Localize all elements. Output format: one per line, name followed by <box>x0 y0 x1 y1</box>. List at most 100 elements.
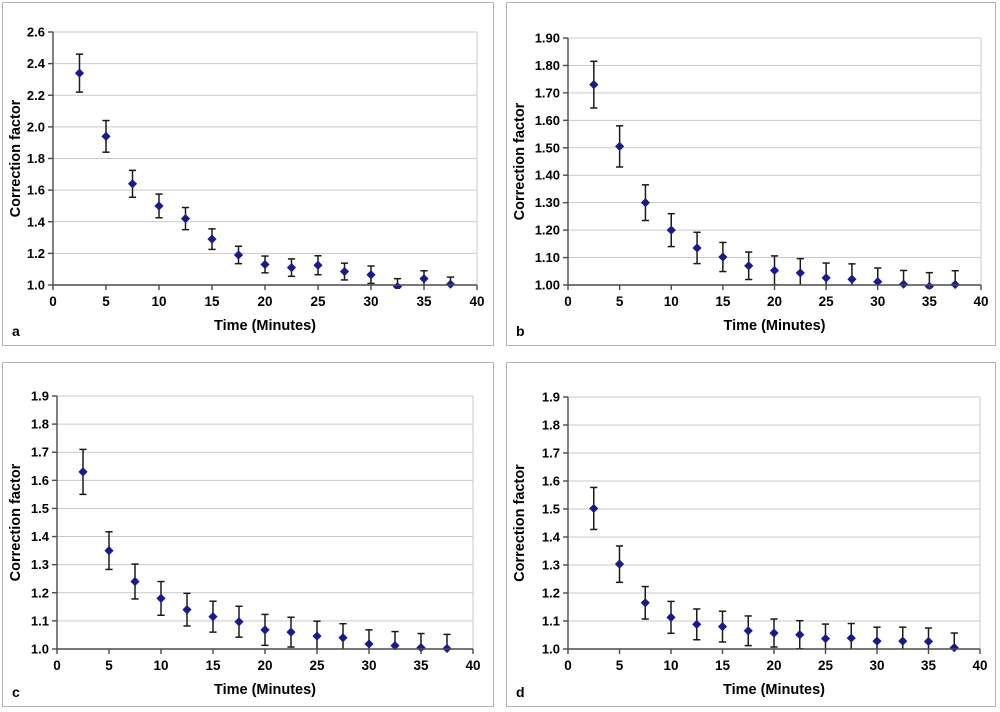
data-point <box>743 626 753 636</box>
y-tick-label: 1.5 <box>31 501 49 516</box>
panel-letter-d: d <box>516 684 525 700</box>
axes <box>48 31 478 290</box>
axis-text: 1.0 1.1 1.2 1.3 1.4 1.5 1.6 1.7 1.8 1.9 0 5 10 15 20 25… <box>8 389 481 699</box>
x-tick-label: 15 <box>715 294 731 309</box>
data-point <box>847 274 857 284</box>
x-tick-label: 35 <box>922 294 938 309</box>
x-tick-label: 30 <box>361 658 376 673</box>
data-point <box>795 630 805 640</box>
data-point <box>312 631 322 641</box>
x-tick-label: 5 <box>616 294 624 309</box>
x-tick-label: 30 <box>870 294 885 309</box>
chart-a: 1.0 1.2 1.4 1.6 1.8 2.0 2.2 2.4 2.6 0 5 10 15 20 25 30 3… <box>8 25 485 335</box>
x-axis-title: Time (Minutes) <box>723 682 825 698</box>
data-point <box>717 622 728 632</box>
x-tick-label: 30 <box>363 294 378 309</box>
y-tick-label: 1.0 <box>31 642 49 657</box>
x-tick-label: 20 <box>257 294 272 309</box>
x-tick-label: 25 <box>309 658 325 673</box>
y-tick-label: 1.4 <box>31 529 50 544</box>
x-tick-label: 20 <box>766 658 781 673</box>
y-tick-label: 1.20 <box>535 223 560 238</box>
y-tick-label: 1.3 <box>31 557 49 572</box>
data-point <box>339 266 350 277</box>
x-tick-label: 10 <box>153 658 168 673</box>
data-point <box>419 274 429 284</box>
y-tick-label: 1.5 <box>542 502 560 517</box>
x-tick-label: 40 <box>465 658 480 673</box>
chart-b: 1.00 1.10 1.20 1.30 1.40 1.50 1.60 1.70 1.80 1.90… <box>512 31 989 335</box>
panel-a: 1.0 1.2 1.4 1.6 1.8 2.0 2.2 2.4 2.6 0 5 10 15 20 25 30 3… <box>2 2 494 346</box>
data-point <box>101 131 111 141</box>
y-tick-label: 1.4 <box>27 214 46 229</box>
data-point <box>416 642 426 653</box>
y-tick-label: 1.60 <box>535 113 560 128</box>
y-tick-label: 1.30 <box>535 195 560 210</box>
data-point <box>744 261 754 271</box>
error-bars <box>590 60 959 285</box>
data-point <box>78 467 88 477</box>
data-point <box>872 636 882 646</box>
data-point <box>182 605 192 615</box>
y-axis-title: Correction factor <box>512 464 528 582</box>
y-tick-label: 1.0 <box>542 642 560 657</box>
data-point <box>949 643 959 653</box>
data-point <box>614 559 625 569</box>
axes <box>563 37 982 290</box>
y-tick-label: 1.7 <box>31 445 49 460</box>
y-tick-label: 1.2 <box>542 586 560 601</box>
axis-text: 1.00 1.10 1.20 1.30 1.40 1.50 1.60 1.70 1.80 1.90… <box>512 31 989 335</box>
y-tick-label: 1.6 <box>27 183 45 198</box>
axis-text: 1.0 1.1 1.2 1.3 1.4 1.5 1.6 1.7 1.8 1.9 0 5 10 15 20 25… <box>512 390 988 699</box>
data-point <box>156 593 166 603</box>
x-tick-label: 5 <box>105 658 113 673</box>
data-point <box>338 633 348 643</box>
y-tick-label: 1.80 <box>535 58 560 73</box>
x-tick-label: 10 <box>151 294 166 309</box>
data-point <box>589 80 599 90</box>
data-point <box>74 68 85 78</box>
x-tick-label: 25 <box>310 294 326 309</box>
y-tick-label: 1.9 <box>31 389 49 404</box>
data-point <box>692 619 702 629</box>
x-tick-label: 10 <box>664 294 679 309</box>
panel-b: 1.00 1.10 1.20 1.30 1.40 1.50 1.60 1.70 1.80 1.90… <box>506 2 996 346</box>
x-tick-label: 0 <box>49 294 57 309</box>
data-point <box>154 201 164 211</box>
y-tick-label: 1.9 <box>542 390 560 405</box>
y-tick-label: 1.8 <box>31 417 49 432</box>
x-tick-label: 5 <box>616 658 624 673</box>
y-tick-label: 1.1 <box>31 613 49 628</box>
y-tick-label: 1.70 <box>535 85 560 100</box>
data-point <box>821 273 831 283</box>
x-axis-title: Time (Minutes) <box>214 318 316 334</box>
y-tick-label: 1.90 <box>535 31 560 46</box>
x-axis-title: Time (Minutes) <box>723 318 825 334</box>
y-axis-title: Correction factor <box>512 102 528 220</box>
x-tick-label: 15 <box>204 294 220 309</box>
y-tick-label: 2.6 <box>27 25 45 40</box>
data-point <box>130 576 140 587</box>
x-tick-label: 30 <box>869 658 884 673</box>
data-point <box>923 636 934 647</box>
x-tick-label: 35 <box>921 658 937 673</box>
data-point <box>260 259 270 270</box>
y-tick-label: 1.7 <box>542 446 560 461</box>
data-point <box>104 546 114 556</box>
chart-c: 1.0 1.1 1.2 1.3 1.4 1.5 1.6 1.7 1.8 1.9 0 5 10 15 20 25… <box>8 389 481 699</box>
x-tick-label: 0 <box>564 658 572 673</box>
x-tick-label: 20 <box>257 658 272 673</box>
data-point <box>364 639 374 649</box>
y-tick-label: 1.4 <box>542 530 561 545</box>
y-tick-label: 2.2 <box>27 88 45 103</box>
x-tick-label: 40 <box>972 658 987 673</box>
data-point <box>260 625 270 635</box>
data-point <box>692 243 702 253</box>
data-point <box>820 634 831 644</box>
y-axis-title: Correction factor <box>8 463 24 581</box>
panel-letter-b: b <box>516 323 525 339</box>
y-tick-label: 1.0 <box>27 278 45 293</box>
x-tick-label: 0 <box>564 294 572 309</box>
data-point <box>366 270 376 280</box>
